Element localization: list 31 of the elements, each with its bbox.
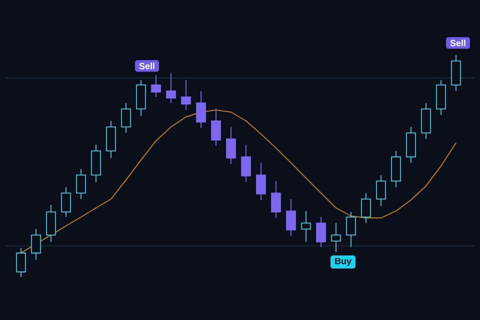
candlestick bbox=[256, 162, 266, 200]
text: Sell bbox=[450, 40, 466, 46]
candlestick bbox=[376, 174, 386, 206]
candlestick bbox=[76, 168, 86, 200]
candlestick bbox=[106, 120, 116, 158]
candlestick bbox=[421, 102, 431, 140]
candlestick bbox=[166, 72, 176, 104]
candlestick bbox=[226, 126, 236, 164]
candlestick bbox=[271, 180, 281, 218]
annotation: Buy bbox=[335, 258, 352, 266]
annotation: Sell bbox=[139, 62, 154, 70]
candlestick bbox=[286, 198, 296, 236]
candlestick bbox=[451, 54, 461, 92]
candlestick bbox=[301, 210, 311, 242]
candlestick bbox=[211, 108, 221, 146]
candlestick bbox=[31, 228, 41, 260]
candlestick bbox=[346, 211, 356, 248]
candlestick bbox=[241, 144, 251, 182]
candlestick bbox=[361, 192, 371, 224]
candlestick bbox=[436, 80, 446, 116]
candlestick bbox=[46, 204, 56, 242]
candlestick bbox=[61, 186, 71, 218]
candlestick bbox=[316, 216, 326, 248]
candlestick bbox=[151, 74, 161, 98]
candlestick bbox=[136, 80, 146, 116]
candlestick bbox=[121, 102, 131, 134]
candlestick bbox=[16, 247, 26, 278]
candlestick bbox=[331, 222, 341, 252]
candlestick bbox=[181, 80, 191, 110]
candlestick bbox=[406, 126, 416, 164]
candlestick bbox=[196, 90, 206, 128]
